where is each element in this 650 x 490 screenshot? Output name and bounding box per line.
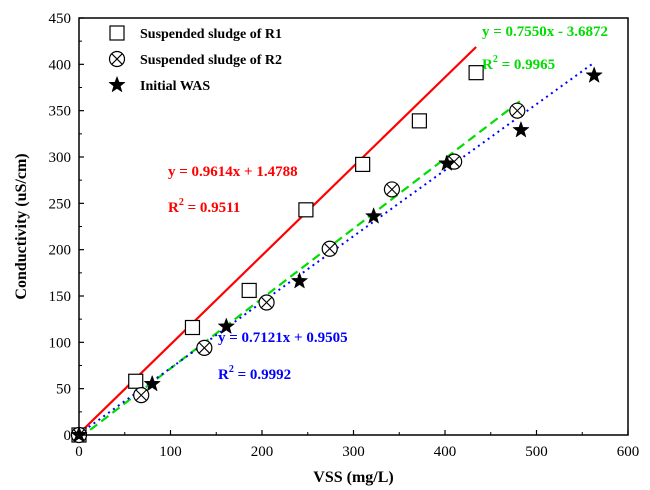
star-marker-shape — [585, 66, 603, 83]
data-point-star — [143, 374, 161, 392]
y-tick-label: 300 — [49, 150, 72, 166]
y-tick-label: 200 — [49, 243, 72, 259]
fit-line-1 — [78, 99, 522, 440]
equation-r2: y = 0.7550x - 3.6872 — [482, 24, 608, 40]
x-tick-label: 400 — [434, 444, 457, 460]
data-point-circle-x — [133, 387, 150, 404]
data-point-square — [184, 319, 201, 336]
r2-symbol: R — [168, 200, 179, 216]
legend-marker-square — [109, 25, 125, 41]
star-marker-shape — [364, 207, 383, 224]
x-tick-label: 300 — [342, 444, 365, 460]
r2-equals: = — [234, 367, 250, 383]
star-marker-shape — [512, 120, 530, 138]
data-point-circle-x — [383, 181, 401, 198]
fit-line-2 — [78, 61, 595, 435]
legend-marker-shape — [108, 75, 126, 93]
data-point-star — [585, 66, 603, 83]
y-tick-label: 150 — [49, 289, 72, 305]
legend-marker-circle-x — [108, 50, 126, 68]
equation-was: y = 0.7121x + 0.9505 — [218, 330, 348, 346]
r2-value: 0.9511 — [200, 200, 240, 216]
legend-entry-r1: Suspended sludge of R1 — [109, 25, 282, 42]
legend-marker-shape — [108, 50, 126, 68]
y-tick-label: 350 — [49, 104, 72, 120]
x-tick-label: 100 — [159, 444, 182, 460]
y-tick-label: 100 — [49, 335, 72, 351]
data-point-star — [512, 120, 530, 138]
legend-label-was: Initial WAS — [140, 79, 210, 94]
legend: Suspended sludge of R1 Suspended sludge … — [108, 25, 282, 94]
r2-exponent: 2 — [493, 54, 498, 65]
circle-marker-cross — [135, 389, 147, 401]
square-marker-shape — [128, 373, 144, 389]
r2-r2: R2 = 0.9965 — [482, 54, 555, 73]
square-marker-shape — [411, 113, 427, 129]
legend-entry-was: Initial WAS — [108, 75, 210, 94]
data-point-star — [438, 154, 456, 171]
circle-marker-cross — [198, 342, 211, 354]
fit-line-0 — [78, 46, 477, 435]
circle-marker-cross — [260, 296, 273, 309]
data-point-circle-x — [258, 294, 275, 311]
square-marker-shape — [355, 156, 371, 173]
data-point-square — [128, 373, 144, 389]
r2-exponent: 2 — [229, 364, 234, 375]
star-marker-shape — [438, 154, 456, 171]
y-tick-label: 0 — [64, 428, 72, 444]
legend-marker-shape — [109, 25, 125, 41]
star-marker-shape — [108, 75, 126, 93]
y-axis-title: Conductivity (uS/cm) — [13, 153, 30, 299]
data-point-square — [241, 282, 257, 299]
legend-label-r1: Suspended sludge of R1 — [140, 27, 282, 42]
y-tick-label: 450 — [49, 11, 72, 27]
circle-marker-cross — [386, 183, 398, 196]
r2-equals: = — [498, 57, 514, 73]
circle-marker-cross — [324, 243, 336, 255]
r2-symbol: R — [218, 367, 229, 383]
y-tick-label: 250 — [49, 196, 72, 212]
square-marker-shape — [109, 25, 125, 41]
circle-marker-cross — [511, 104, 523, 117]
r2-exponent: 2 — [179, 197, 184, 208]
square-marker-shape — [298, 202, 314, 218]
data-point-circle-x — [321, 240, 338, 257]
data-point-square — [468, 65, 484, 81]
legend-entry-r2: Suspended sludge of R2 — [108, 50, 282, 68]
r2-value: 0.9965 — [514, 57, 555, 73]
data-point-circle-x — [509, 102, 526, 119]
data-point-square — [355, 156, 371, 173]
star-marker-shape — [143, 374, 161, 392]
x-tick-label: 200 — [251, 444, 274, 460]
data-point-circle-x — [196, 339, 213, 356]
ticks: 0 100 200 300 400 500 600 0 50 100 150 200 250 300 350… — [49, 11, 640, 460]
data-point-star — [217, 317, 236, 335]
square-marker-shape — [241, 282, 257, 299]
r2-symbol: R — [482, 57, 493, 73]
circle-marker-cross — [111, 53, 123, 65]
data-point-star — [364, 207, 383, 224]
square-marker-shape — [468, 65, 484, 81]
r2-value: 0.9992 — [250, 367, 291, 383]
x-tick-label: 600 — [617, 444, 640, 460]
equation-r1: y = 0.9614x + 1.4788 — [168, 164, 298, 180]
square-marker-shape — [184, 319, 201, 336]
data-point-square — [298, 202, 314, 218]
star-marker-shape — [217, 317, 236, 335]
star-marker-shape — [290, 271, 309, 289]
r2-r1: R2 = 0.9511 — [168, 197, 240, 216]
y-tick-label: 400 — [49, 57, 72, 73]
x-tick-label: 0 — [75, 444, 83, 460]
legend-label-r2: Suspended sludge of R2 — [140, 53, 282, 68]
r2-was: R2 = 0.9992 — [218, 364, 291, 383]
legend-marker-star — [108, 75, 126, 93]
y-tick-label: 50 — [56, 382, 71, 398]
data-points — [70, 65, 603, 444]
r2-equals: = — [184, 200, 200, 216]
data-point-square — [411, 113, 427, 129]
x-axis-title: VSS (mg/L) — [313, 469, 393, 486]
data-point-star — [290, 271, 309, 289]
x-tick-label: 500 — [525, 444, 548, 460]
